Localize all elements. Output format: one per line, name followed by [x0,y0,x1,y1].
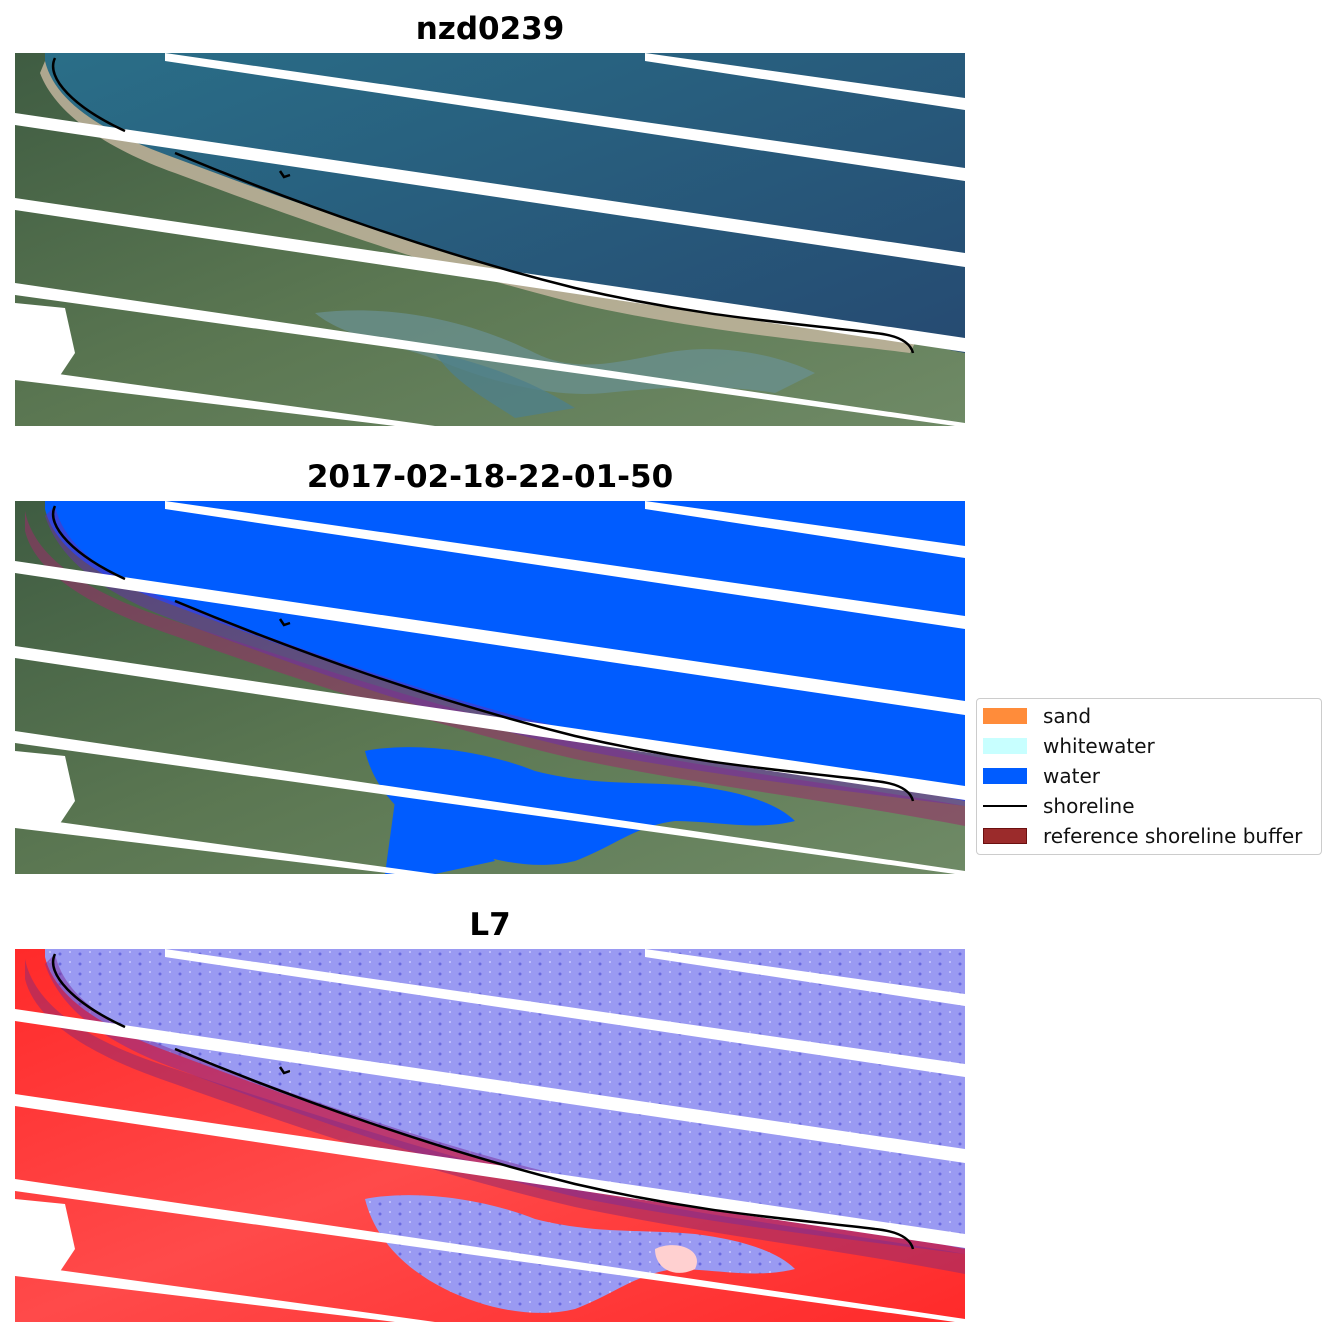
rgb-image-panel [15,53,965,426]
legend-label: sand [1043,704,1092,728]
legend: sand whitewater water shoreline referenc… [976,698,1322,855]
water-swatch [983,768,1027,784]
panel-title-sensor: L7 [469,907,511,943]
shoreline-line-swatch [983,805,1027,807]
legend-item-shoreline: shoreline [983,794,1135,818]
panel-title-date: 2017-02-18-22-01-50 [306,459,674,495]
index-image-panel [15,949,965,1322]
sand-swatch [983,708,1027,724]
legend-item-sand: sand [983,704,1091,728]
classified-image-panel [15,501,965,874]
legend-label: reference shoreline buffer [1043,824,1303,848]
legend-label: whitewater [1043,734,1155,758]
legend-label: water [1043,764,1100,788]
panel-title-rgb: nzd0239 [415,11,565,47]
legend-label: shoreline [1043,794,1135,818]
legend-item-whitewater: whitewater [983,734,1155,758]
classified-satellite-image [15,501,965,874]
whitewater-swatch [983,738,1027,754]
legend-item-water: water [983,764,1100,788]
legend-item-buffer: reference shoreline buffer [983,824,1302,848]
index-satellite-image [15,949,965,1322]
rgb-satellite-image [15,53,965,426]
buffer-swatch [983,828,1027,844]
